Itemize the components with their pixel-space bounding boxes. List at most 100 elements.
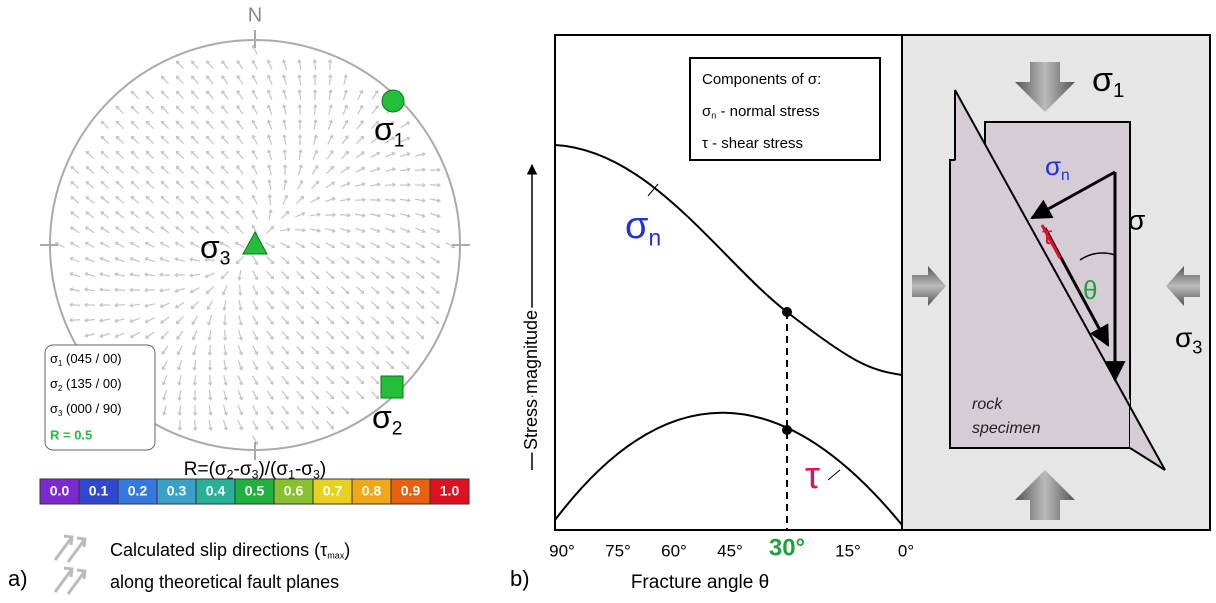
slip-arrow [400, 242, 411, 249]
slip-arrow [161, 345, 169, 355]
slip-arrow [341, 405, 350, 415]
slip-arrow [84, 256, 95, 263]
slip-arrow [70, 165, 80, 174]
slip-arrow [236, 120, 244, 130]
legend-entry-part: 2 [58, 384, 62, 393]
slip-arrow [236, 89, 244, 100]
slip-arrow [205, 225, 215, 234]
slip-arrow [130, 165, 139, 174]
scale-title-part: 3 [252, 468, 259, 482]
slip-arrow [219, 258, 231, 263]
slip-arrow [297, 179, 304, 190]
x-axis-label: Fracture angle θ [631, 572, 769, 593]
slip-arrow [128, 287, 141, 293]
slip-arrow [176, 330, 184, 340]
slip-arrow [415, 213, 426, 218]
slip-arrow [160, 195, 170, 204]
legend-entry-part: σ [702, 103, 712, 120]
slip-arrow [70, 211, 80, 219]
slip-arrow [205, 135, 214, 145]
slip-arrow [371, 316, 380, 325]
legend-entry-part: σ [50, 376, 58, 391]
slip-arrow [311, 360, 320, 370]
slip-arrow [130, 120, 139, 129]
sigma1-label-part: 1 [394, 131, 405, 152]
slip-arrow [430, 212, 441, 218]
slip-arrow [251, 179, 258, 190]
point [782, 307, 792, 317]
slip-arrow [203, 257, 216, 262]
slip-arrow [221, 60, 229, 70]
slip-arrow [326, 346, 335, 355]
sigma3-label: σ3 [1175, 322, 1202, 357]
slip-arrow [370, 286, 380, 295]
scale-title-part: -σ [295, 459, 313, 480]
slip-arrow [174, 241, 185, 248]
scale-label: 1.0 [440, 483, 460, 499]
panel-label: a) [8, 566, 28, 591]
slip-arrow [252, 360, 259, 371]
slip-arrow [282, 163, 288, 176]
slip-arrow [84, 226, 95, 234]
slip-arrow [370, 242, 381, 249]
slip-arrow [221, 120, 229, 130]
color-scale: 0.0 0.1 0.2 0.3 0.4 0.5 0.6 0.7 0.8 0.9 1.0 [39, 478, 470, 505]
slip-arrow [237, 345, 244, 356]
scale-label: 0.6 [284, 483, 304, 499]
slip-arrow [355, 256, 365, 264]
sigma-n-label-part: σ [1045, 151, 1061, 181]
caption-line-part: ) [344, 540, 350, 560]
slip-arrow [370, 271, 380, 279]
slip-arrow [145, 226, 155, 234]
slip-arrow [266, 420, 274, 431]
sigma1-marker [381, 89, 405, 113]
slip-arrow [385, 227, 396, 234]
slip-arrow [281, 375, 289, 385]
slip-arrow [114, 226, 125, 234]
slip-arrow [189, 241, 200, 248]
slip-arrow [68, 317, 81, 323]
slip-arrow [355, 166, 366, 173]
slip-arrow [129, 332, 140, 339]
legend-entry: σ3 (000 / 90) [50, 401, 122, 418]
slip-arrow [189, 273, 201, 278]
slip-arrow [115, 120, 124, 129]
slip-arrow [356, 346, 365, 355]
slip-arrow [235, 256, 244, 265]
slip-arrow [266, 89, 273, 100]
slip-arrow [221, 135, 229, 145]
slip-arrow [83, 318, 96, 323]
slip-arrow [236, 59, 244, 70]
scale-title-part: 3 [313, 468, 320, 482]
slip-arrow [222, 299, 227, 311]
load-arrow [1015, 470, 1075, 520]
slip-arrow [326, 301, 335, 310]
sigma3-label-part: σ [200, 229, 220, 265]
x-tick-label: 45° [717, 541, 743, 560]
slip-arrow [430, 227, 441, 234]
slip-arrow [220, 165, 229, 175]
slip-arrow [267, 179, 272, 191]
slip-arrow [309, 228, 321, 233]
slip-arrow [385, 167, 396, 172]
slip-arrow [145, 195, 155, 204]
legend-title: Components of σ: [702, 71, 821, 88]
slip-arrow [312, 149, 319, 160]
slip-arrow [205, 165, 214, 174]
slip-arrow [160, 331, 169, 340]
slip-arrow [267, 164, 272, 175]
y-axis-label: Stress magnitude [521, 310, 541, 450]
sigma-n-label-part: n [648, 224, 661, 250]
slip-arrow [252, 390, 259, 401]
slip-arrow [190, 226, 200, 234]
slip-arrow [84, 287, 96, 292]
panel-label: b) [510, 566, 530, 591]
slip-arrow [313, 119, 318, 131]
slip-arrow [158, 272, 171, 277]
slip-arrow [356, 316, 365, 325]
slip-arrow [237, 375, 244, 386]
slip-arrow [252, 300, 259, 311]
slip-arrow [296, 375, 305, 385]
slip-arrow [252, 375, 259, 386]
slip-arrow [266, 285, 275, 295]
